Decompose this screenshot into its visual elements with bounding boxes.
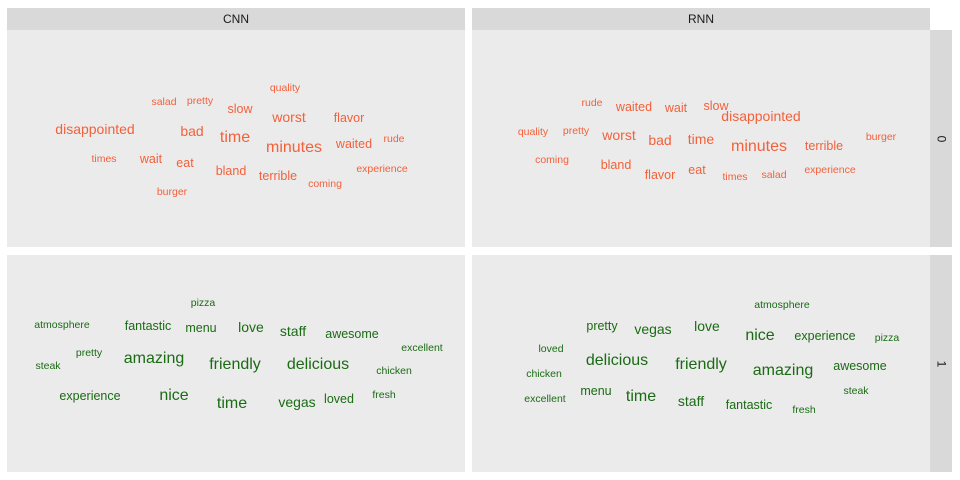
panel-rnn-1: atmosphere pretty vegas love nice experience p… [472, 255, 930, 472]
word-label: staff [279, 323, 307, 339]
word-label: terrible [804, 138, 844, 153]
word-label: worst [272, 109, 306, 125]
word-label: delicious [585, 352, 649, 369]
word-label: loved [538, 342, 564, 355]
word-label: wait [664, 100, 688, 115]
word-label: flavor [333, 110, 365, 125]
word-label: pretty [186, 94, 214, 107]
word-label: fresh [792, 403, 816, 416]
word-label: pretty [75, 346, 103, 359]
word-label: disappointed [55, 121, 135, 137]
word-label: times [722, 170, 748, 183]
word-label: flavor [644, 167, 676, 182]
word-label: burger [865, 130, 897, 143]
word-label: awesome [325, 326, 379, 341]
word-label: rude [383, 132, 405, 145]
word-label: slow [703, 98, 729, 113]
word-label: worst [602, 127, 636, 143]
facet-strip-rnn: RNN [472, 8, 930, 30]
word-label: times [91, 152, 117, 165]
facet-strip-row-0: 0 [930, 30, 952, 247]
word-label: bad [648, 132, 672, 148]
word-label: love [238, 319, 264, 335]
word-label: slow [227, 101, 253, 116]
word-label: experience [59, 388, 121, 403]
word-label: chicken [526, 367, 562, 380]
word-label: eat [688, 162, 706, 177]
facet-strip-cnn: CNN [7, 8, 465, 30]
word-label: vegas [278, 394, 316, 410]
word-label: chicken [376, 364, 412, 377]
facet-label-cnn: CNN [223, 12, 249, 26]
word-label: salad [761, 168, 787, 181]
word-label: time [625, 388, 657, 405]
word-label: pretty [562, 124, 590, 137]
word-label: atmosphere [754, 298, 810, 311]
word-label: experience [794, 328, 856, 343]
word-label: loved [324, 391, 354, 406]
word-label: staff [677, 393, 705, 409]
word-label: fantastic [124, 318, 172, 333]
word-label: pretty [586, 318, 618, 333]
word-label: pizza [190, 296, 216, 309]
word-label: coming [535, 153, 569, 166]
word-label: experience [356, 162, 408, 175]
word-label: menu [185, 320, 217, 335]
word-label: nice [745, 327, 775, 344]
word-label: amazing [752, 362, 814, 379]
word-label: minutes [265, 139, 323, 156]
word-label: fresh [372, 388, 396, 401]
word-label: fantastic [725, 397, 773, 412]
word-label: burger [156, 185, 188, 198]
word-label: terrible [258, 168, 298, 183]
word-label: atmosphere [34, 318, 90, 331]
panel-cnn-1: pizza atmosphere fantastic menu love staff awe… [7, 255, 465, 472]
word-label: delicious [286, 356, 350, 373]
word-label: disappointed [721, 108, 801, 124]
word-label: experience [804, 163, 856, 176]
word-label: wait [139, 151, 163, 166]
word-label: quality [269, 81, 301, 94]
word-label: bland [600, 157, 632, 172]
word-label: rude [581, 96, 603, 109]
word-label: vegas [634, 321, 672, 337]
word-label: excellent [401, 341, 443, 354]
word-label: steak [35, 359, 61, 372]
word-label: friendly [209, 356, 261, 373]
word-label: menu [580, 383, 612, 398]
word-label: time [687, 131, 715, 147]
word-label: pizza [874, 331, 900, 344]
word-label: awesome [833, 358, 887, 373]
word-label: nice [159, 387, 189, 404]
word-label: waited [615, 99, 653, 114]
word-label: minutes [730, 138, 788, 155]
word-label: steak [843, 384, 869, 397]
panel-rnn-0: rude waited wait slow disappointed quality pre… [472, 30, 930, 247]
facet-label-rnn: RNN [688, 12, 714, 26]
panel-cnn-0: quality salad pretty slow worst flavor disappo… [7, 30, 465, 247]
word-label: eat [176, 155, 194, 170]
word-label: time [216, 395, 248, 412]
word-label: excellent [524, 392, 566, 405]
word-label: friendly [675, 356, 727, 373]
word-label: time [219, 129, 251, 146]
word-label: bad [180, 123, 204, 139]
word-label: amazing [123, 350, 185, 367]
word-label: quality [517, 125, 549, 138]
word-label: waited [335, 136, 373, 151]
word-label: salad [151, 95, 177, 108]
word-label: coming [308, 177, 342, 190]
facet-label-row-0: 0 [934, 135, 948, 142]
word-label: bland [215, 163, 247, 178]
facet-label-row-1: 1 [934, 360, 948, 367]
word-label: love [694, 318, 720, 334]
facet-strip-row-1: 1 [930, 255, 952, 472]
